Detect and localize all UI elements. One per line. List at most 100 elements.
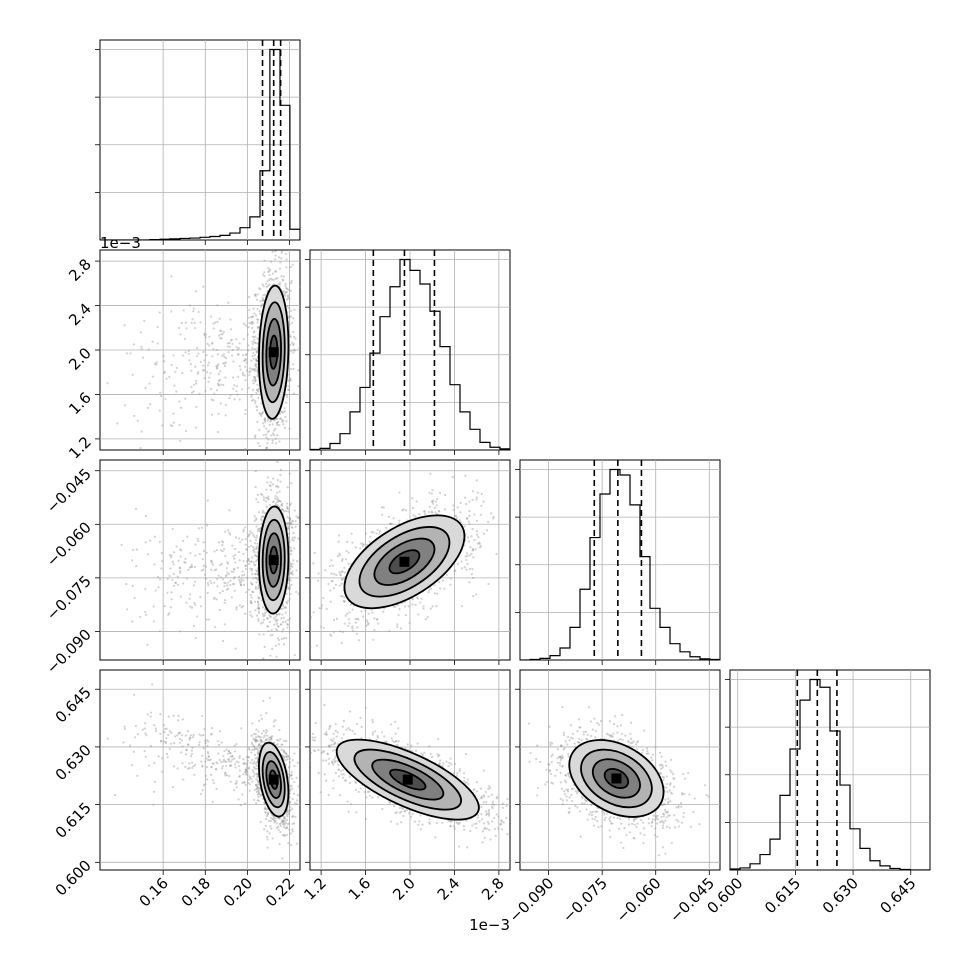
panel-content	[120, 460, 300, 660]
scatter-point	[254, 335, 257, 338]
scatter-point	[466, 554, 469, 557]
scatter-point	[240, 388, 244, 391]
scatter-point	[227, 749, 231, 753]
scatter-point	[282, 756, 286, 760]
scatter-point	[487, 787, 490, 791]
scatter-point	[266, 813, 270, 816]
scatter-point	[320, 607, 323, 610]
scatter-point	[364, 624, 368, 627]
scatter-point	[242, 762, 246, 765]
scatter-point	[289, 517, 292, 520]
scatter-point	[337, 540, 340, 543]
scatter-point	[225, 574, 228, 577]
scatter-point	[245, 358, 248, 361]
scatter-point	[243, 802, 247, 805]
scatter-point	[215, 787, 218, 790]
scatter-point	[412, 514, 415, 517]
scatter-point	[222, 760, 225, 763]
scatter-point	[287, 525, 290, 528]
scatter-point	[210, 398, 213, 401]
scatter-point	[329, 724, 332, 728]
scatter-point	[398, 491, 401, 494]
scatter-point	[242, 530, 245, 533]
scatter-point	[288, 427, 291, 430]
scatter-point	[591, 810, 594, 813]
scatter-point	[254, 564, 257, 567]
scatter-point	[233, 576, 236, 579]
scatter-point	[449, 820, 453, 823]
scatter-point	[233, 398, 236, 401]
scatter-point	[262, 657, 265, 660]
scatter-point	[660, 820, 663, 823]
scatter-point	[647, 752, 650, 755]
scatter-point	[219, 563, 222, 566]
scatter-point	[475, 790, 479, 793]
scatter-point	[642, 821, 645, 824]
scatter-point	[330, 738, 333, 741]
scatter-point	[233, 568, 236, 571]
scatter-point	[291, 777, 294, 780]
scatter-point	[167, 613, 170, 616]
scatter-point	[478, 541, 481, 544]
scatter-point	[160, 739, 163, 743]
scatter-point	[225, 567, 228, 570]
scatter-point	[434, 511, 437, 514]
scatter-point	[285, 290, 288, 294]
contour-line-2	[591, 758, 641, 799]
scatter-point	[266, 838, 269, 841]
scatter-point	[349, 728, 352, 732]
scatter-point	[242, 780, 246, 784]
scatter-point	[285, 602, 289, 605]
scatter-point	[231, 348, 234, 352]
scatter-point	[354, 788, 358, 791]
scatter-point	[336, 555, 340, 558]
scatter-point	[187, 349, 190, 353]
scatter-point	[585, 799, 588, 803]
scatter-point	[168, 375, 171, 378]
scatter-point	[328, 564, 332, 568]
scatter-point	[369, 535, 372, 539]
scatter-point	[551, 753, 554, 756]
scatter-point	[244, 412, 247, 415]
scatter-point	[560, 787, 564, 790]
scatter-point	[348, 775, 351, 778]
scatter-point	[505, 805, 508, 808]
scatter-point	[662, 776, 666, 779]
scatter-point	[265, 436, 268, 439]
scatter-point	[283, 407, 286, 410]
scatter-point	[256, 756, 259, 759]
scatter-point	[247, 326, 250, 329]
scatter-point	[347, 624, 350, 628]
scatter-point	[266, 625, 269, 628]
scatter-point	[324, 569, 327, 572]
scatter-point	[227, 750, 230, 753]
scatter-point	[262, 498, 266, 502]
scatter-point	[332, 758, 336, 761]
scatter-point	[241, 371, 244, 374]
scatter-point	[666, 810, 669, 813]
scatter-point	[180, 549, 183, 552]
scatter-point	[550, 781, 553, 784]
scatter-point	[600, 825, 603, 828]
scatter-point	[419, 828, 423, 831]
scatter-point	[310, 751, 312, 754]
scatter-point	[454, 569, 457, 572]
scatter-point	[258, 719, 261, 722]
scatter-point	[333, 742, 336, 745]
scatter-point	[184, 561, 187, 564]
scatter-point	[272, 725, 275, 728]
scatter-point	[267, 267, 270, 270]
scatter-point	[202, 350, 205, 353]
scatter-point	[264, 417, 267, 420]
scatter-point	[256, 757, 259, 760]
scatter-point	[439, 491, 442, 494]
scatter-point	[259, 449, 261, 450]
scatter-point	[567, 755, 570, 758]
scatter-point	[291, 815, 294, 819]
scatter-point	[661, 766, 664, 769]
scatter-point	[479, 797, 482, 800]
scatter-point	[287, 810, 290, 813]
scatter-point	[297, 516, 300, 519]
scatter-point	[274, 503, 277, 506]
scatter-point	[287, 526, 290, 529]
